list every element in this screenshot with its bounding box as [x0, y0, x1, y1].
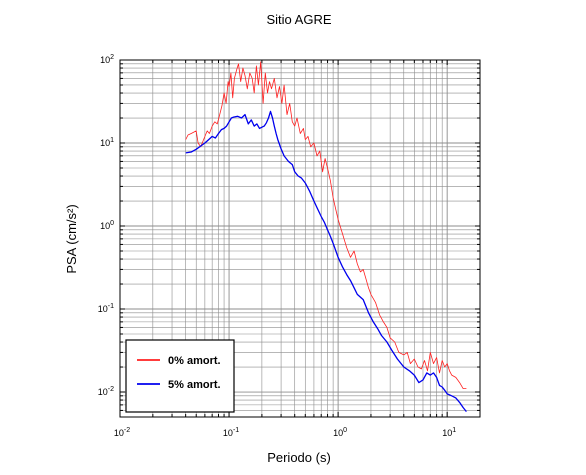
ticks — [119, 59, 481, 418]
x-tick-label: 10-2 — [114, 427, 130, 438]
x-axis-label: Periodo (s) — [267, 450, 331, 465]
y-tick-label: 10-2 — [98, 386, 114, 397]
legend: 0% amort. 5% amort. — [125, 339, 235, 413]
legend-label-0pct: 0% amort. — [168, 355, 221, 367]
y-axis-label: PSA (cm/s²) — [64, 204, 79, 273]
x-tick-label: 10-1 — [223, 427, 239, 438]
tick-labels: 10-2 10-1 100 101 10-2 10-1 100 101 102 — [98, 54, 456, 438]
x-tick-label: 101 — [442, 427, 456, 438]
series-line-0pct — [185, 61, 467, 390]
x-tick-label: 100 — [333, 427, 347, 438]
y-tick-label: 10-1 — [98, 303, 114, 314]
legend-box — [125, 339, 235, 413]
y-tick-label: 100 — [100, 220, 114, 231]
y-tick-label: 101 — [100, 137, 114, 148]
series-line-5pct — [185, 110, 467, 413]
y-tick-label: 102 — [100, 54, 114, 65]
series-layer — [185, 61, 467, 413]
legend-label-5pct: 5% amort. — [168, 379, 221, 391]
chart-title: Sitio AGRE — [266, 12, 331, 27]
